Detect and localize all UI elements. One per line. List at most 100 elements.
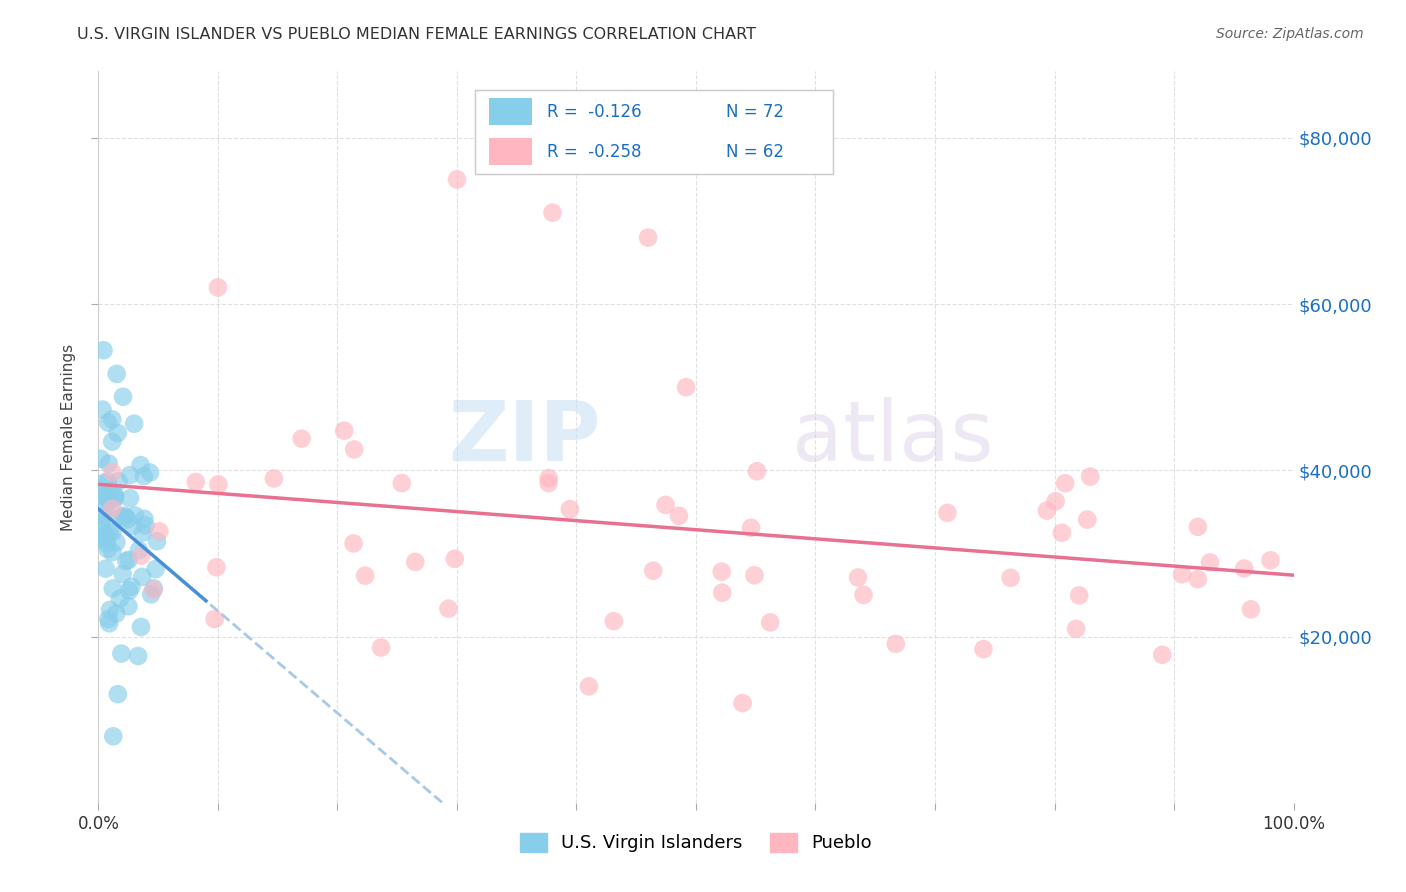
Point xyxy=(1233,561,1256,575)
Point xyxy=(675,380,697,394)
Point xyxy=(101,582,124,596)
Point xyxy=(132,469,155,483)
Point xyxy=(101,465,124,479)
Point xyxy=(97,612,120,626)
Point xyxy=(108,591,131,606)
Point xyxy=(131,570,153,584)
Point xyxy=(637,230,659,244)
Point xyxy=(98,525,121,540)
Point xyxy=(107,687,129,701)
Point xyxy=(111,567,134,582)
Point xyxy=(135,518,157,533)
Point xyxy=(745,464,768,478)
Point xyxy=(94,562,117,576)
Point xyxy=(93,491,115,505)
Point xyxy=(537,476,560,491)
Point xyxy=(111,390,134,404)
Point xyxy=(98,603,121,617)
Point xyxy=(291,432,314,446)
Text: atlas: atlas xyxy=(792,397,993,477)
Point xyxy=(846,570,869,584)
Point xyxy=(118,583,141,598)
Point xyxy=(97,416,120,430)
Point xyxy=(263,471,285,485)
Point xyxy=(558,502,581,516)
Point xyxy=(1240,602,1263,616)
Point xyxy=(121,580,143,594)
Point xyxy=(207,280,229,294)
Point xyxy=(112,508,135,523)
Point xyxy=(443,551,465,566)
Point xyxy=(142,582,165,597)
Point xyxy=(101,412,124,426)
Point xyxy=(1050,525,1073,540)
Point xyxy=(1260,553,1282,567)
Point xyxy=(110,510,132,524)
Point xyxy=(104,488,127,502)
Point xyxy=(1069,588,1091,602)
Point xyxy=(134,512,156,526)
Point xyxy=(118,491,141,506)
Point xyxy=(94,527,117,541)
Point xyxy=(333,424,356,438)
Point xyxy=(1199,556,1222,570)
Point xyxy=(129,620,152,634)
Point xyxy=(1187,520,1209,534)
Point xyxy=(972,642,994,657)
Point xyxy=(93,475,115,490)
Point xyxy=(1064,622,1087,636)
Point xyxy=(118,468,141,483)
Point xyxy=(93,343,115,358)
Point xyxy=(668,508,690,523)
Point xyxy=(1152,648,1174,662)
Point xyxy=(142,582,165,596)
Point xyxy=(114,509,136,524)
Point xyxy=(101,501,124,516)
Point xyxy=(710,565,733,579)
Point xyxy=(446,172,468,186)
Point xyxy=(1045,494,1067,508)
Point xyxy=(139,587,162,601)
Point xyxy=(131,525,153,540)
Point xyxy=(101,434,124,449)
Point xyxy=(107,475,129,489)
Point xyxy=(391,476,413,491)
Point xyxy=(90,532,112,546)
Point xyxy=(207,477,229,491)
Point xyxy=(1036,503,1059,517)
Point xyxy=(117,512,139,526)
Point xyxy=(98,494,121,508)
Point xyxy=(117,599,139,614)
Point xyxy=(139,466,162,480)
Point xyxy=(541,205,564,219)
Point xyxy=(104,490,127,504)
Point xyxy=(342,536,364,550)
Point xyxy=(370,640,392,655)
Point xyxy=(205,560,228,574)
Point xyxy=(1187,572,1209,586)
Point xyxy=(146,534,169,549)
Point xyxy=(1076,512,1098,526)
Point xyxy=(131,549,153,563)
Point xyxy=(578,679,600,693)
Point xyxy=(104,491,127,506)
Point xyxy=(204,612,226,626)
Point xyxy=(105,367,128,381)
Point xyxy=(97,475,120,489)
Point xyxy=(96,489,118,503)
Point xyxy=(103,729,125,743)
Point xyxy=(127,648,149,663)
Text: ZIP: ZIP xyxy=(449,397,600,477)
Point xyxy=(96,536,118,550)
Point xyxy=(654,498,676,512)
Point xyxy=(107,425,129,440)
Point xyxy=(93,509,115,524)
Point xyxy=(101,525,124,540)
Point xyxy=(731,696,754,710)
Point xyxy=(97,542,120,557)
Text: Source: ZipAtlas.com: Source: ZipAtlas.com xyxy=(1216,27,1364,41)
Point xyxy=(643,564,665,578)
Point xyxy=(343,442,366,457)
Point xyxy=(115,554,138,568)
Point xyxy=(759,615,782,630)
